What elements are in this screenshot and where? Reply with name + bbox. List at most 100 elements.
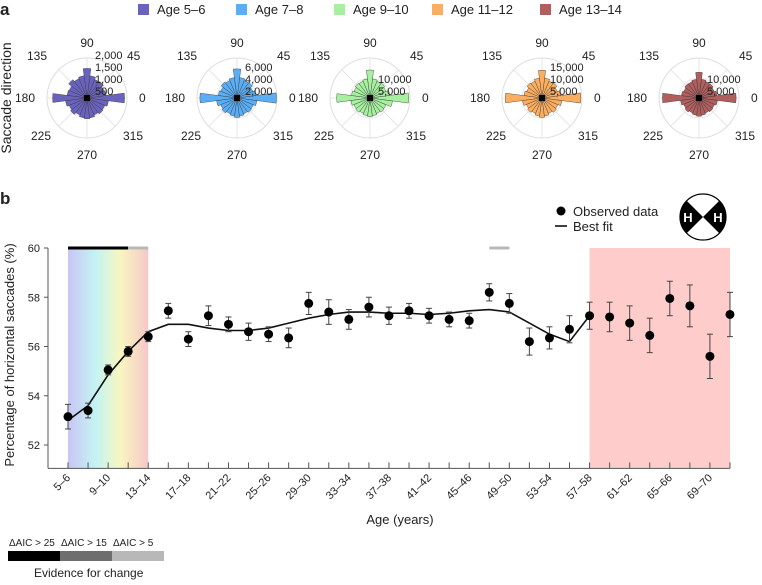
polar-bar xyxy=(369,97,393,107)
observed-label: Observed data xyxy=(573,204,659,219)
polar-bar xyxy=(695,72,703,99)
polar-bar xyxy=(336,93,371,103)
polar-bar xyxy=(698,97,718,106)
polar-bar xyxy=(232,68,242,99)
x-tick-label: 33–34 xyxy=(324,472,354,502)
radial-tick-label: 5,000 xyxy=(378,86,406,98)
polar-bar xyxy=(86,97,109,107)
data-point xyxy=(324,299,334,325)
radial-tick-label: 1,000 xyxy=(95,74,123,86)
y-tick-label: 52 xyxy=(28,440,40,452)
data-point xyxy=(223,316,233,333)
data-point xyxy=(384,306,394,325)
polar-bar xyxy=(84,97,90,119)
angle-label: 315 xyxy=(406,129,426,143)
y-axis-label: Percentage of horizontal saccades (%) xyxy=(2,243,17,466)
polar-bar xyxy=(221,97,238,114)
angle-label: 315 xyxy=(273,129,293,143)
x-tick-label: 61–62 xyxy=(605,472,635,502)
angle-label: 90 xyxy=(535,36,549,50)
angle-label: 45 xyxy=(127,49,141,63)
angle-label: 225 xyxy=(486,129,506,143)
x-tick-label: 5–6 xyxy=(52,472,73,493)
icon-letter-right: H xyxy=(713,210,722,225)
sector-icon-right-wedge xyxy=(703,200,727,234)
angle-label: 135 xyxy=(310,49,330,63)
data-point xyxy=(203,305,213,327)
polar-center xyxy=(234,95,240,101)
angle-label: 180 xyxy=(15,91,35,105)
polar-bar xyxy=(236,97,252,113)
data-point xyxy=(304,291,314,315)
angle-label: 0 xyxy=(139,91,146,105)
fit-label: Best fit xyxy=(573,219,613,234)
polar-center xyxy=(367,95,373,101)
angle-label: 270 xyxy=(77,148,97,162)
angle-label: 180 xyxy=(627,91,647,105)
radial-tick-label: 2,000 xyxy=(95,50,123,62)
observed-point xyxy=(244,327,254,337)
polar-bar xyxy=(366,69,374,99)
legend-label: Age 5–6 xyxy=(157,2,205,17)
sector-icon-left-wedge xyxy=(679,200,703,234)
panel-b-letter: b xyxy=(0,189,10,208)
data-point xyxy=(665,280,675,317)
data-point xyxy=(404,302,414,319)
radial-tick-label: 10,000 xyxy=(378,74,412,86)
x-tick-label: 29–30 xyxy=(284,472,314,502)
data-point xyxy=(123,346,133,357)
legend-label: Age 11–12 xyxy=(451,2,513,17)
polar-center xyxy=(84,95,90,101)
polar-bar xyxy=(538,70,546,99)
data-point xyxy=(725,291,735,338)
polar-bar xyxy=(82,68,92,99)
observed-point xyxy=(424,311,434,321)
observed-point xyxy=(605,312,615,322)
data-point xyxy=(484,283,494,302)
observed-point xyxy=(304,298,314,308)
data-point xyxy=(143,331,153,343)
observed-point xyxy=(705,351,715,361)
observed-point xyxy=(284,333,294,343)
radial-tick-label: 5,000 xyxy=(707,86,735,98)
angle-label: 0 xyxy=(289,91,296,105)
angle-label: 0 xyxy=(751,91,758,105)
polar-bar xyxy=(684,97,700,113)
data-point xyxy=(625,305,635,341)
x-tick-label: 25–26 xyxy=(244,472,274,502)
angle-label: 270 xyxy=(227,148,247,162)
x-tick-label: 9–10 xyxy=(87,472,113,498)
legend-swatch xyxy=(540,4,551,15)
chart-legend: Observed data Best fit xyxy=(555,204,659,234)
x-tick-label: 65–66 xyxy=(645,472,675,502)
data-point xyxy=(565,315,574,344)
observed-point xyxy=(665,293,675,303)
age-legend: Age 5–6 Age 7–8 Age 9–10 Age 11–12 Age 13–14 xyxy=(138,2,622,17)
observed-point xyxy=(404,306,414,316)
polar-bar xyxy=(52,93,88,103)
angle-label: 135 xyxy=(177,49,197,63)
x-tick-label: 17–18 xyxy=(163,472,193,502)
polar-bar xyxy=(236,82,253,99)
legend-swatch xyxy=(432,4,443,15)
legend-label: Age 13–14 xyxy=(559,2,622,17)
evidence-swatch xyxy=(112,551,164,561)
data-point xyxy=(244,322,254,341)
angle-label: 180 xyxy=(470,91,490,105)
angle-label: 225 xyxy=(31,129,51,143)
angle-label: 270 xyxy=(532,148,552,162)
polar-bar xyxy=(527,97,543,113)
polar-bar xyxy=(86,81,104,99)
polar-bar xyxy=(541,97,563,106)
radial-tick-label: 500 xyxy=(95,86,113,98)
polar-bar xyxy=(526,82,543,99)
observed-point xyxy=(645,330,655,340)
angle-label: 315 xyxy=(578,129,598,143)
x-axis-label: Age (years) xyxy=(366,512,433,527)
radial-tick-label: 10,000 xyxy=(550,74,584,86)
observed-point xyxy=(464,316,474,326)
data-point xyxy=(464,312,474,329)
